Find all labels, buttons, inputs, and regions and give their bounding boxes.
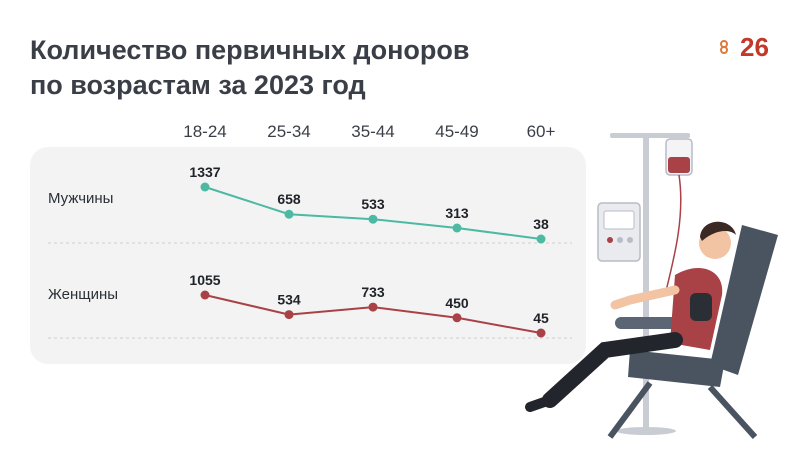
series-2-value-2: 534: [277, 292, 301, 308]
chair-back: [710, 225, 778, 375]
category-label-4: 45-49: [435, 122, 478, 141]
category-label-1: 18-24: [183, 122, 226, 141]
logo-drop-icon-2: [720, 46, 728, 54]
series-label-2: Женщины: [48, 286, 118, 303]
series-2-point-4: [452, 313, 462, 323]
series-line-1: [204, 186, 542, 240]
series-1-point-2: [284, 209, 294, 219]
page-title: Количество первичных доноров по возраста…: [30, 33, 469, 103]
series-1-point-1: [200, 182, 210, 192]
series-1-value-5: 38: [533, 216, 549, 232]
logo-text: 26: [740, 32, 769, 62]
series-1-value-1: 1337: [189, 164, 220, 180]
series-2-value-3: 733: [361, 284, 385, 300]
series-2-value-5: 45: [533, 310, 549, 326]
series-1-point-5: [536, 234, 546, 244]
series-label-1: Мужчины: [48, 190, 113, 207]
series-line-2: [204, 294, 542, 334]
series-2-point-3: [368, 302, 378, 312]
category-label-5: 60+: [527, 122, 556, 141]
series-1-value-4: 313: [445, 205, 469, 221]
chart-panel: [30, 147, 586, 364]
blood-donor-illustration: [525, 133, 778, 440]
series-1-value-3: 533: [361, 196, 385, 212]
series-2-point-5: [536, 328, 546, 338]
series-2-point-2: [284, 310, 294, 320]
series-2-value-1: 1055: [189, 272, 220, 288]
iv-stand-top: [610, 133, 690, 138]
series-2-value-4: 450: [445, 295, 469, 311]
title-line-2: по возрастам за 2023 год: [30, 70, 366, 100]
chair-seat: [628, 350, 725, 387]
person-arm: [610, 285, 680, 310]
category-label-3: 35-44: [351, 122, 394, 141]
series-1-point-4: [452, 223, 462, 233]
category-label-2: 25-34: [267, 122, 310, 141]
series-1-value-2: 658: [277, 191, 301, 207]
title-line-1: Количество первичных доноров: [30, 35, 470, 65]
logo: 26: [720, 32, 769, 62]
series-1-point-3: [368, 214, 378, 224]
iv-stand-pole: [643, 133, 649, 433]
person-legs: [542, 332, 683, 408]
iv-stand-base: [616, 427, 676, 435]
series-2-point-1: [200, 290, 210, 300]
